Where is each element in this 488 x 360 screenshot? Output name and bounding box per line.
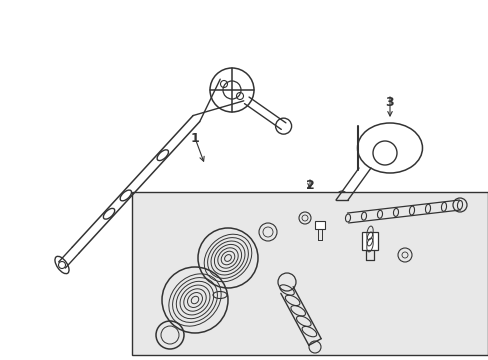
FancyBboxPatch shape [314,221,325,229]
Text: 3: 3 [385,95,393,108]
Text: 1: 1 [190,131,199,144]
Text: 2: 2 [305,179,314,192]
FancyBboxPatch shape [361,232,377,250]
Bar [132,192,487,355]
